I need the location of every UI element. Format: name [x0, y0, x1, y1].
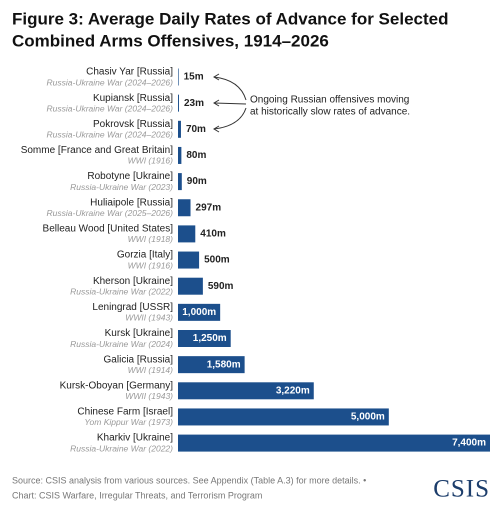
annotation-arrows — [213, 73, 247, 133]
arrow — [213, 76, 247, 101]
category-sublabel: Russia-Ukraine War (2023) — [70, 182, 173, 192]
chart-title: Figure 3: Average Daily Rates of Advance… — [12, 9, 448, 28]
value-label: 90m — [187, 176, 207, 187]
category-label: Gorzia [Italy] — [117, 250, 173, 261]
category-label: Huliaipole [Russia] — [90, 197, 173, 208]
category-label: Chinese Farm [Israel] — [77, 407, 173, 418]
value-label: 1,580m — [207, 359, 241, 370]
category-sublabel: WWI (1914) — [128, 365, 174, 375]
category-label: Kharkiv [Ukraine] — [97, 433, 173, 444]
value-label: 1,000m — [182, 307, 216, 318]
bar — [178, 434, 490, 452]
category-sublabel: Russia-Ukraine War (2022) — [70, 443, 173, 453]
value-label: 500m — [204, 255, 230, 266]
logo: CSIS — [433, 476, 490, 503]
category-label: Kursk-Oboyan [Germany] — [60, 380, 174, 391]
category-label: Kherson [Ukraine] — [93, 276, 173, 287]
category-label: Pokrovsk [Russia] — [93, 119, 173, 130]
bar — [178, 382, 314, 400]
value-label: 590m — [208, 281, 234, 292]
bar — [178, 225, 196, 243]
bar — [178, 408, 389, 426]
value-label: 3,220m — [276, 385, 310, 396]
category-sublabel: Yom Kippur War (1973) — [84, 417, 173, 427]
bar — [178, 146, 182, 164]
category-sublabel: Russia-Ukraine War (2024) — [70, 339, 173, 349]
category-sublabel: WWII (1943) — [125, 313, 173, 323]
bar — [178, 68, 179, 86]
bar — [178, 120, 181, 138]
bar — [178, 356, 245, 374]
category-label: Kupiansk [Russia] — [93, 93, 173, 104]
value-label: 410m — [200, 229, 226, 240]
annotation: at historically slow rates of advance. — [250, 107, 410, 118]
category-sublabel: Russia-Ukraine War (2025–2026) — [47, 208, 174, 218]
category-label: Somme [France and Great Britain] — [21, 145, 174, 156]
value-label: 80m — [186, 150, 206, 161]
category-label: Kursk [Ukraine] — [105, 328, 174, 339]
arrow — [213, 107, 247, 130]
category-sublabel: Russia-Ukraine War (2024–2026) — [47, 77, 174, 87]
bar — [178, 277, 203, 295]
annotation: Ongoing Russian offensives moving — [250, 95, 409, 106]
bar — [178, 330, 231, 347]
category-sublabel: WWI (1916) — [128, 156, 174, 166]
category-label: Robotyne [Ukraine] — [87, 171, 173, 182]
bar — [178, 94, 179, 112]
category-label: Belleau Wood [United States] — [43, 224, 174, 235]
bar — [178, 251, 200, 269]
value-label: 23m — [184, 98, 204, 109]
source: Chart: CSIS Warfare, Irregular Threats, … — [12, 490, 262, 500]
value-label: 1,250m — [193, 333, 227, 344]
bar — [178, 199, 191, 217]
category-sublabel: WWI (1918) — [128, 234, 174, 244]
category-sublabel: Russia-Ukraine War (2022) — [70, 286, 173, 296]
arrowheads — [213, 73, 220, 133]
value-label: 7,400m — [452, 438, 486, 449]
value-label: 70m — [186, 124, 206, 135]
value-label: 297m — [196, 202, 222, 213]
chart-title: Combined Arms Offensives, 1914–2026 — [12, 31, 329, 50]
category-sublabel: Russia-Ukraine War (2024–2026) — [47, 130, 174, 140]
category-sublabel: WWI (1916) — [128, 260, 174, 270]
category-sublabel: WWII (1943) — [125, 391, 173, 401]
category-sublabel: Russia-Ukraine War (2024–2026) — [47, 103, 174, 113]
category-label: Chasiv Yar [Russia] — [86, 67, 173, 78]
category-label: Leningrad [USSR] — [92, 302, 173, 313]
category-label: Galicia [Russia] — [104, 354, 174, 365]
arrow — [213, 102, 247, 105]
value-label: 5,000m — [351, 412, 385, 423]
bar — [178, 303, 221, 321]
bar — [178, 173, 182, 191]
value-label: 15m — [184, 72, 204, 83]
source: Source: CSIS analysis from various sourc… — [12, 475, 366, 485]
